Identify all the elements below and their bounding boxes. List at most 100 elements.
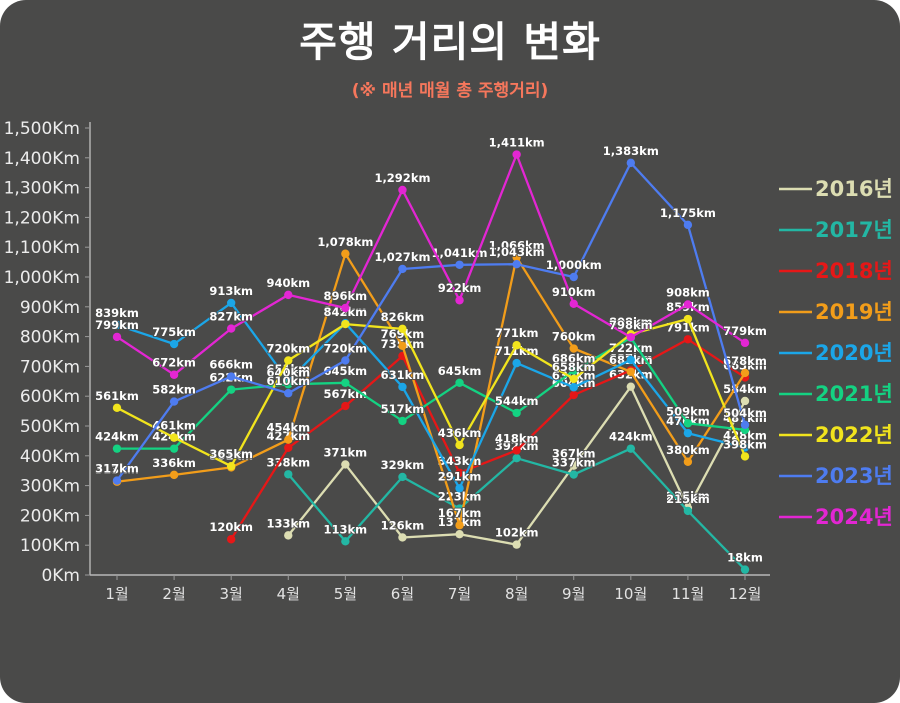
point-label: 610km bbox=[266, 374, 310, 388]
data-point-2018년-5월 bbox=[341, 401, 350, 411]
data-point-2019년-5월 bbox=[341, 249, 350, 258]
data-point-2018년-4월 bbox=[284, 443, 293, 452]
legend-item-2021년[interactable]: 2021년 bbox=[779, 382, 893, 406]
data-point-2018년-11월 bbox=[683, 335, 693, 344]
data-point-2018년-8월 bbox=[512, 446, 521, 455]
data-point-2024년-5월 bbox=[341, 303, 350, 313]
data-point-2024년-1월 bbox=[112, 332, 122, 342]
point-label: 1,027km bbox=[374, 250, 430, 264]
x-tick-label: 7월 bbox=[448, 585, 471, 603]
point-label: 1,000km bbox=[546, 258, 602, 272]
page-title: 주행 거리의 변화 bbox=[299, 18, 601, 66]
point-label: 1,078km bbox=[317, 235, 373, 249]
data-point-2020년-10월 bbox=[626, 355, 636, 365]
y-tick-label: 1,200Km bbox=[4, 208, 80, 228]
x-tick-label: 1월 bbox=[105, 585, 128, 603]
legend-label: 2017년 bbox=[815, 218, 893, 242]
series-2019년: 313km 336km361km454km1,078km769km167km1,0… bbox=[94, 234, 768, 530]
data-point-2022년-6월 bbox=[398, 324, 407, 334]
point-label: 913km bbox=[209, 284, 253, 298]
y-tick-label: 200Km bbox=[20, 506, 80, 526]
point-label: 808km bbox=[609, 315, 653, 329]
point-label: 504km bbox=[723, 406, 767, 420]
data-point-2022년-5월 bbox=[341, 319, 350, 329]
point-label: 584km bbox=[723, 382, 767, 396]
legend-item-2017년[interactable]: 2017년 bbox=[779, 218, 893, 242]
data-point-2022년-3월 bbox=[226, 462, 236, 471]
x-tick-label: 8월 bbox=[505, 585, 528, 603]
data-point-2018년-9월 bbox=[569, 390, 578, 400]
data-point-2022년-2월 bbox=[169, 433, 179, 442]
data-point-2019년-9월 bbox=[569, 344, 578, 353]
data-point-2021년-7월 bbox=[455, 378, 464, 387]
data-point-2021년-2월 bbox=[169, 444, 179, 453]
data-point-2019년-8월 bbox=[512, 253, 521, 262]
point-label: 1,175km bbox=[660, 206, 716, 220]
data-point-2016년-6월 bbox=[398, 533, 407, 542]
data-point-2017년-12월 bbox=[740, 565, 750, 574]
y-tick-label: 700Km bbox=[20, 357, 80, 377]
axes bbox=[89, 122, 770, 576]
data-point-2019년-11월 bbox=[683, 457, 693, 466]
data-point-2023년-4월 bbox=[284, 389, 293, 398]
point-label: 367km bbox=[552, 447, 596, 461]
legend-item-2019년[interactable]: 2019년 bbox=[779, 300, 893, 324]
x-tick-label: 4월 bbox=[277, 585, 300, 603]
y-axis-labels: 0Km 100Km 200Km 300Km 400Km 500Km 600Km 700Km 80… bbox=[4, 119, 90, 586]
data-point-2017년-5월 bbox=[341, 537, 350, 546]
legend-item-2018년[interactable]: 2018년 bbox=[779, 259, 893, 283]
x-tick-label: 6월 bbox=[391, 585, 414, 603]
legend-label: 2019년 bbox=[815, 300, 893, 324]
data-point-2024년-12월 bbox=[740, 338, 750, 348]
y-tick-label: 1,000Km bbox=[4, 268, 80, 288]
point-label: 720km bbox=[324, 341, 368, 355]
series-line-2023년 bbox=[116, 161, 747, 482]
point-label: 102km bbox=[495, 526, 539, 540]
y-tick-label: 1,500Km bbox=[4, 119, 80, 139]
data-point-2024년-9월 bbox=[569, 299, 578, 309]
point-label: 760km bbox=[552, 330, 596, 344]
legend-item-2022년[interactable]: 2022년 bbox=[779, 423, 893, 447]
data-point-2021년-6월 bbox=[398, 416, 407, 426]
legend-label: 2018년 bbox=[815, 259, 893, 283]
data-point-2020년-6월 bbox=[398, 382, 407, 392]
data-point-2024년-6월 bbox=[398, 185, 407, 195]
point-label: 338km bbox=[266, 455, 310, 469]
data-point-2021년-11월 bbox=[683, 419, 693, 428]
data-point-2016년-12월 bbox=[740, 396, 750, 406]
data-point-2020년-3월 bbox=[226, 298, 236, 308]
data-point-2019년-10월 bbox=[626, 367, 636, 376]
data-point-2019년-6월 bbox=[398, 341, 407, 351]
data-point-2022년-7월 bbox=[455, 440, 464, 450]
point-label: 371km bbox=[324, 445, 368, 459]
series-line-2021년 bbox=[117, 336, 746, 450]
point-label: 672km bbox=[152, 356, 196, 370]
point-label: 424km bbox=[609, 430, 653, 444]
legend-item-2024년[interactable]: 2024년 bbox=[779, 505, 893, 529]
point-label: 686km bbox=[552, 352, 596, 366]
data-point-2017년-9월 bbox=[569, 470, 578, 479]
x-tick-label: 9월 bbox=[562, 585, 585, 603]
data-point-2024년-7월 bbox=[455, 296, 464, 305]
data-point-2024년-11월 bbox=[683, 300, 693, 309]
point-label: 436km bbox=[438, 426, 482, 440]
point-label: 113km bbox=[324, 522, 368, 536]
legend-item-2023년[interactable]: 2023년 bbox=[779, 464, 893, 488]
point-label: 1,411km bbox=[489, 136, 545, 150]
x-tick-label: 5월 bbox=[334, 585, 357, 603]
point-label: 329km bbox=[381, 458, 425, 472]
series-line-2020년 bbox=[116, 301, 746, 490]
point-label: 827km bbox=[209, 310, 253, 324]
point-label: 336km bbox=[152, 456, 196, 470]
point-label: 922km bbox=[438, 281, 482, 295]
data-point-2024년-10월 bbox=[626, 332, 636, 342]
data-point-2016년-8월 bbox=[512, 540, 521, 549]
point-label: 167km bbox=[438, 506, 482, 520]
point-label: 658km bbox=[552, 360, 596, 374]
legend-item-2016년[interactable]: 2016년 bbox=[779, 177, 893, 201]
x-tick-label: 10월 bbox=[614, 585, 647, 603]
data-point-2021년-9월 bbox=[569, 366, 578, 375]
legend-item-2020년[interactable]: 2020년 bbox=[779, 341, 893, 365]
